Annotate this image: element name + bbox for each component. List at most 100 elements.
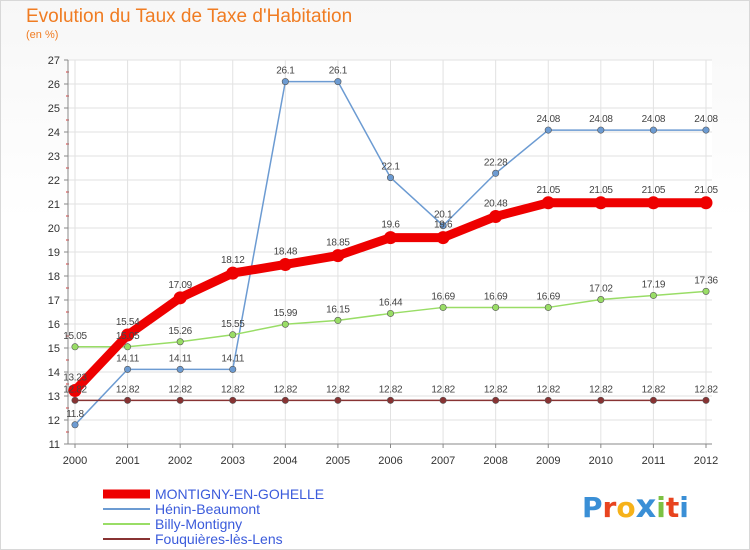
data-label-h-nin-beaumont: 14.11 [169,353,193,364]
y-tick-label: 11 [49,439,60,451]
point-billy-montigny [71,343,79,351]
data-label-billy-montigny: 15.99 [274,308,298,319]
point-billy-montigny [439,303,447,311]
point-fouqui-res-l-s-lens [492,396,500,404]
data-label-fouqui-res-l-s-lens: 12.82 [274,384,298,395]
y-tick-label: 21 [48,199,60,211]
point-montigny-en-gohelle [489,209,503,223]
point-fouqui-res-l-s-lens [649,396,657,404]
data-label-h-nin-beaumont: 11.8 [66,409,84,420]
point-billy-montigny [124,343,132,351]
data-label-billy-montigny: 17.36 [694,275,718,286]
data-label-montigny-en-gohelle: 19.6 [381,220,400,231]
point-fouqui-res-l-s-lens [439,396,447,404]
point-fouqui-res-l-s-lens [702,396,710,404]
point-fouqui-res-l-s-lens [544,396,552,404]
data-label-montigny-en-gohelle: 19.6 [434,220,453,231]
y-tick-label: 13 [48,391,60,403]
data-label-montigny-en-gohelle: 20.48 [484,198,508,209]
y-tick-label: 20 [48,223,60,235]
data-label-h-nin-beaumont: 20.1 [434,210,453,221]
legend-label-fouqui-res-l-s-lens: Fouquières-lès-Lens [155,531,283,547]
legend-label-montigny-en-gohelle: MONTIGNY-EN-GOHELLE [155,486,324,502]
data-label-billy-montigny: 16.69 [536,291,560,302]
x-tick-label: 2010 [589,455,613,467]
data-label-montigny-en-gohelle: 18.48 [274,246,298,257]
data-label-h-nin-beaumont: 24.08 [694,114,718,125]
data-label-billy-montigny: 17.19 [642,279,666,290]
y-tick-label: 15 [48,343,60,355]
series-group [68,78,713,429]
data-label-billy-montigny: 15.26 [168,326,192,337]
point-h-nin-beaumont [544,126,552,134]
point-h-nin-beaumont [334,78,342,86]
y-tick-label: 22 [48,175,60,187]
y-tick-label: 14 [48,367,60,379]
data-label-montigny-en-gohelle: 18.85 [326,238,350,249]
data-label-h-nin-beaumont: 24.08 [536,114,560,125]
point-fouqui-res-l-s-lens [71,396,79,404]
point-h-nin-beaumont [702,126,710,134]
axes: 11 12 13 14 15 16 17 18 19 20 21 22 23 24 25 26 27 2000 20… [48,55,718,467]
point-fouqui-res-l-s-lens [386,396,394,404]
y-tick-label: 24 [48,127,60,139]
data-label-fouqui-res-l-s-lens: 12.82 [379,384,403,395]
data-label-fouqui-res-l-s-lens: 12.82 [168,384,192,395]
point-montigny-en-gohelle [68,383,82,397]
point-billy-montigny [386,309,394,317]
y-tick-label: 17 [48,295,60,307]
data-label-h-nin-beaumont: 22.28 [484,157,508,168]
point-h-nin-beaumont [597,126,605,134]
point-h-nin-beaumont [649,126,657,134]
point-montigny-en-gohelle [541,196,555,210]
y-tick-label: 26 [48,79,60,91]
logo-letter: o [616,491,636,524]
data-label-fouqui-res-l-s-lens: 12.82 [116,384,140,395]
point-fouqui-res-l-s-lens [597,396,605,404]
point-h-nin-beaumont [281,78,289,86]
data-label-montigny-en-gohelle: 13.23 [63,372,87,383]
data-label-billy-montigny: 16.15 [326,304,350,315]
point-montigny-en-gohelle [173,291,187,305]
point-montigny-en-gohelle [384,231,397,245]
point-billy-montigny [544,303,552,311]
point-h-nin-beaumont [124,365,132,373]
x-tick-label: 2011 [642,455,666,467]
data-label-h-nin-beaumont: 24.08 [589,114,613,125]
data-label-billy-montigny: 15.05 [63,331,87,342]
data-label-montigny-en-gohelle: 21.05 [642,185,666,196]
y-tick-label: 23 [48,151,60,163]
logo-letter: i [656,491,666,524]
y-tick-label: 18 [48,271,60,283]
point-h-nin-beaumont [176,365,184,373]
point-billy-montigny [334,316,342,324]
point-billy-montigny [281,320,289,328]
data-label-montigny-en-gohelle: 21.05 [589,185,613,196]
data-label-h-nin-beaumont: 14.11 [116,353,140,364]
point-h-nin-beaumont [229,365,237,373]
point-h-nin-beaumont [439,222,447,230]
y-tick-label: 19 [48,247,60,259]
data-label-fouqui-res-l-s-lens: 12.82 [694,384,718,395]
legend-label-h-nin-beaumont: Hénin-Beaumont [155,501,260,517]
point-fouqui-res-l-s-lens [281,396,289,404]
point-h-nin-beaumont [386,174,394,182]
data-label-h-nin-beaumont: 26.1 [276,66,295,77]
data-label-billy-montigny: 15.05 [116,331,140,342]
logo-letter: r [602,491,617,524]
x-tick-label: 2003 [221,455,245,467]
x-tick-label: 2005 [326,455,350,467]
data-label-h-nin-beaumont: 14.11 [221,353,245,364]
point-billy-montigny [702,287,710,295]
point-montigny-en-gohelle [331,249,345,263]
point-fouqui-res-l-s-lens [334,396,342,404]
data-label-fouqui-res-l-s-lens: 12.82 [536,384,560,395]
grid [68,59,712,445]
data-label-h-nin-beaumont: 22.1 [381,162,400,173]
data-label-fouqui-res-l-s-lens: 12.82 [63,384,87,395]
point-billy-montigny [176,338,184,346]
point-montigny-en-gohelle [226,266,240,280]
point-billy-montigny [229,331,237,339]
